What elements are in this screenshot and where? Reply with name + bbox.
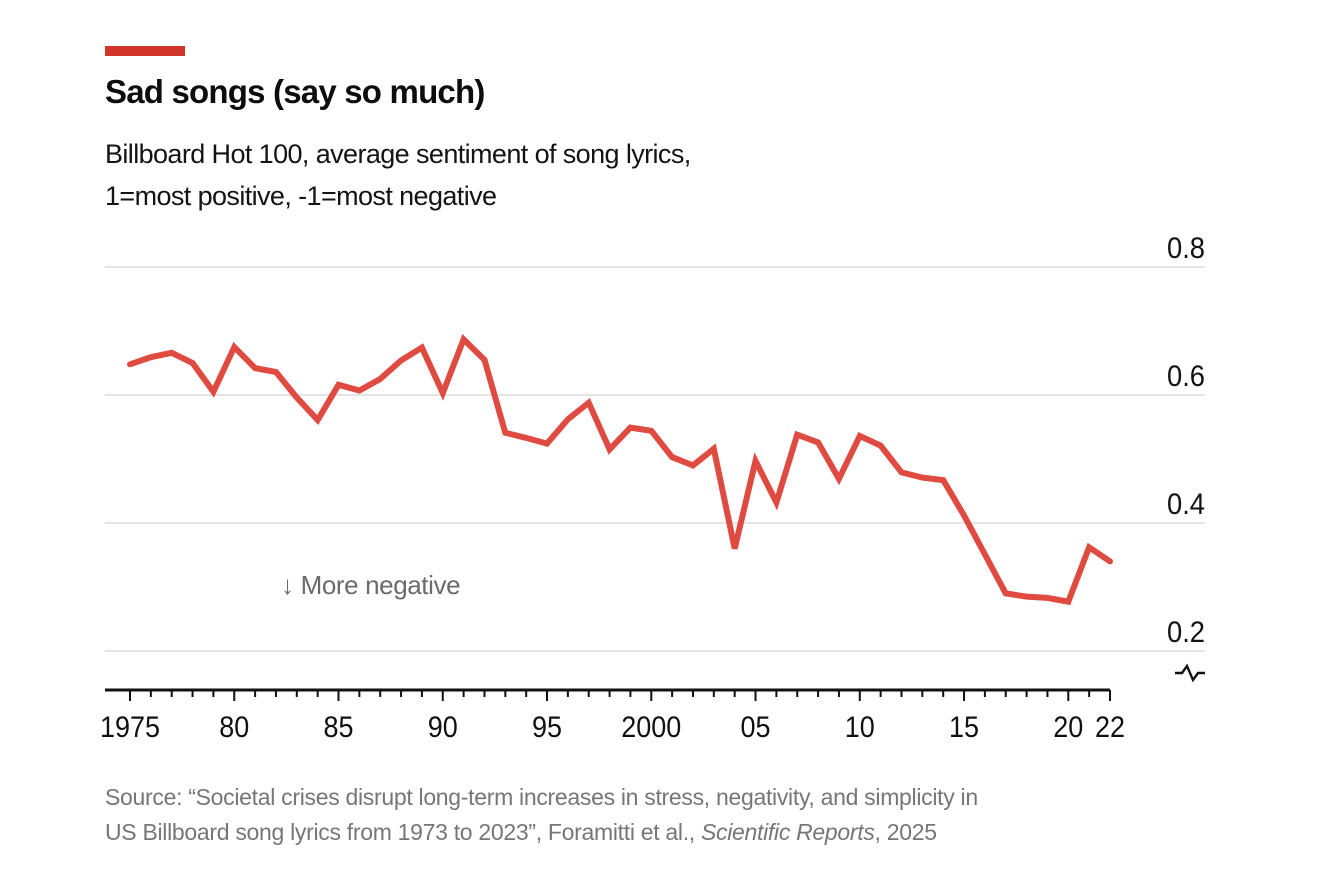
y-tick-label: 0.6 [1167,360,1205,393]
y-tick-label: 0.4 [1167,488,1205,521]
down-arrow-icon: ↓ [281,570,294,600]
source-year: , 2025 [874,819,937,845]
source-note: Source: “Societal crises disrupt long-te… [105,780,978,850]
x-tick-label: 80 [219,711,249,744]
annotation-label: More negative [300,570,461,600]
source-journal-name: Scientific Reports [700,819,875,845]
x-tick-label: 05 [741,711,771,744]
x-tick-label: 22 [1095,711,1125,744]
subtitle-line-1: Billboard Hot 100, average sentiment of … [105,139,691,169]
axis-break-icon [1175,663,1205,683]
x-tick-label: 90 [428,711,458,744]
sentiment-line [127,333,1113,606]
y-tick-label: 0.8 [1167,232,1205,265]
x-tick-label: 95 [532,711,562,744]
x-tick-label: 15 [949,711,979,744]
chart-subtitle: Billboard Hot 100, average sentiment of … [105,133,691,217]
page-title: Sad songs (say so much) [105,73,485,110]
source-line-1: Source: “Societal crises disrupt long-te… [105,784,978,810]
more-negative-annotation: ↓ More negative [281,570,461,601]
x-tick-label: 1975 [100,711,160,744]
y-tick-label: 0.2 [1167,616,1205,649]
x-tick-label: 10 [845,711,875,744]
x-tick-label: 2000 [621,711,681,744]
x-tick-label: 20 [1053,711,1083,744]
subtitle-line-2: 1=most positive, -1=most negative [105,181,497,211]
kicker-bar [105,46,185,56]
x-tick-label: 85 [324,711,354,744]
source-line-2: US Billboard song lyrics from 1973 to 20… [105,819,701,845]
